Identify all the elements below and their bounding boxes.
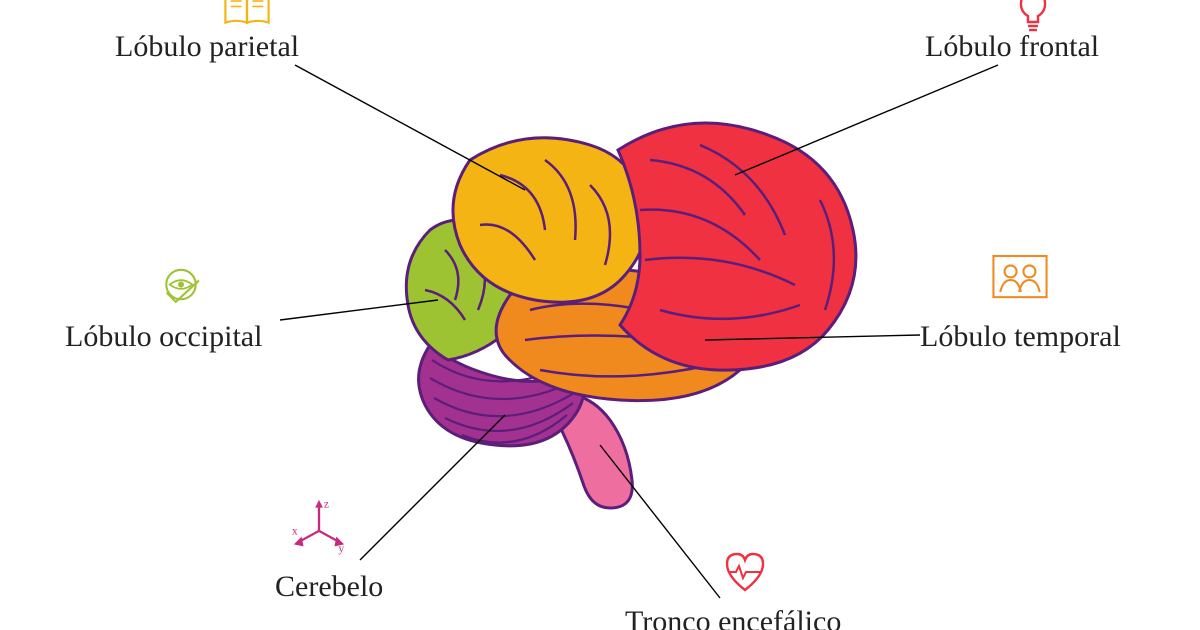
axes-icon: z x y <box>290 498 348 556</box>
brain-illustration <box>0 0 1200 630</box>
eye-icon <box>155 262 207 314</box>
label-frontal: Lóbulo frontal <box>925 30 1099 63</box>
label-occipital: Lóbulo occipital <box>65 320 262 353</box>
label-temporal: Lóbulo temporal <box>920 320 1121 353</box>
book-icon <box>220 0 274 29</box>
svg-text:y: y <box>338 542 344 555</box>
label-parietal: Lóbulo parietal <box>115 30 299 63</box>
svg-text:z: z <box>324 498 329 511</box>
brain-diagram: Lóbulo parietal Lóbulo frontal Lóbulo oc… <box>0 0 1200 630</box>
bulb-icon <box>1008 0 1058 32</box>
heart-icon <box>720 548 770 598</box>
label-tronco: Tronco encefálico <box>625 605 841 630</box>
svg-text:x: x <box>292 525 298 538</box>
label-cerebelo: Cerebelo <box>275 570 383 603</box>
people-icon <box>990 252 1050 301</box>
